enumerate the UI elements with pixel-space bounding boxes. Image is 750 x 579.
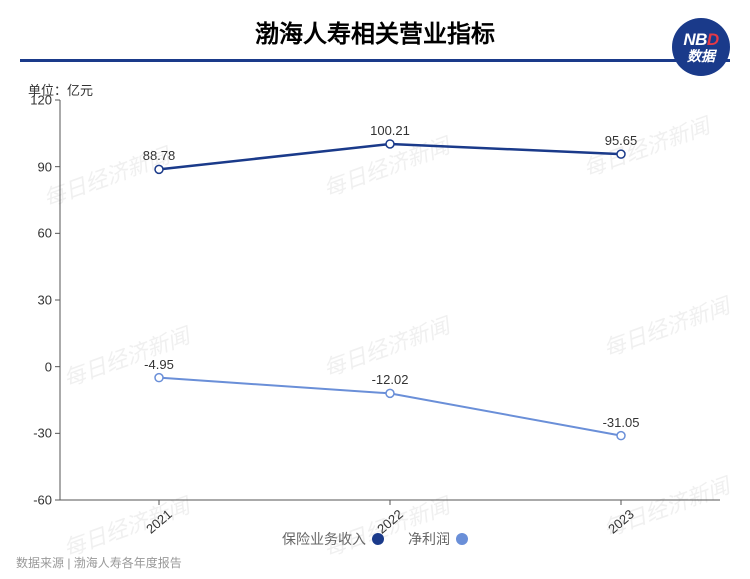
chart-legend: 保险业务收入 净利润 bbox=[0, 529, 750, 549]
data-point-label: -31.05 bbox=[603, 415, 640, 430]
legend-label: 净利润 bbox=[408, 529, 450, 549]
badge-top-text: NBD bbox=[683, 31, 718, 48]
data-source: 数据来源 | 渤海人寿各年度报告 bbox=[16, 554, 182, 571]
chart-title: 渤海人寿相关营业指标 bbox=[20, 14, 730, 49]
data-point-label: -12.02 bbox=[372, 372, 409, 387]
legend-item: 净利润 bbox=[408, 529, 468, 549]
data-point-label: -4.95 bbox=[144, 357, 174, 372]
chart-plot-area: -60-30030609012020212022202388.78100.219… bbox=[60, 100, 720, 500]
legend-label: 保险业务收入 bbox=[282, 529, 366, 549]
data-point-label: 88.78 bbox=[143, 148, 176, 163]
y-tick-label: -30 bbox=[33, 426, 52, 441]
y-tick-label: 90 bbox=[38, 159, 52, 174]
chart-header: 渤海人寿相关营业指标 NBD 数据 bbox=[0, 0, 750, 70]
y-tick-label: 30 bbox=[38, 293, 52, 308]
data-point-label: 95.65 bbox=[605, 133, 638, 148]
nbd-badge: NBD 数据 bbox=[672, 18, 730, 76]
unit-label: 单位：亿元 bbox=[28, 80, 93, 99]
title-underline bbox=[20, 59, 730, 62]
data-point-label: 100.21 bbox=[370, 123, 410, 138]
legend-dot bbox=[456, 533, 468, 545]
y-tick-label: 0 bbox=[45, 359, 52, 374]
y-tick-label: 60 bbox=[38, 226, 52, 241]
legend-item: 保险业务收入 bbox=[282, 529, 384, 549]
badge-bottom-text: 数据 bbox=[687, 49, 715, 63]
y-tick-label: -60 bbox=[33, 493, 52, 508]
legend-dot bbox=[372, 533, 384, 545]
